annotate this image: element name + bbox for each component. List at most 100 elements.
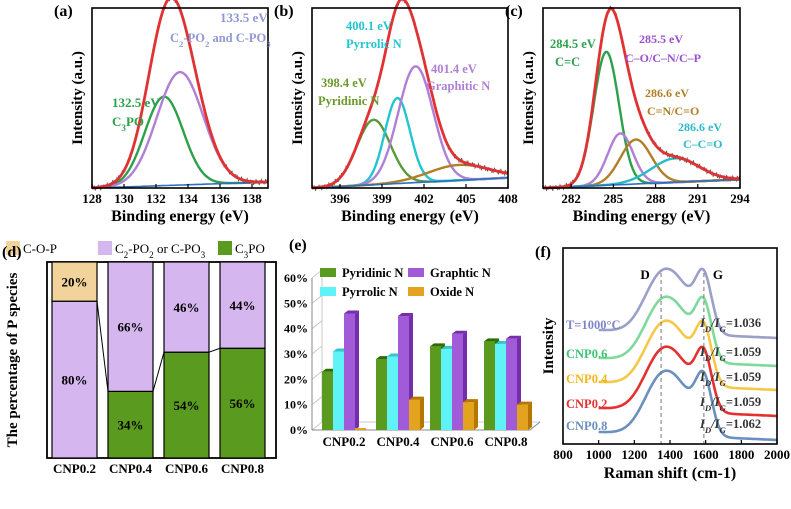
annotation-label: C–O/C–N/C–P — [625, 51, 701, 65]
bar-data-label: 20% — [62, 275, 88, 290]
bar-segment — [107, 390, 154, 459]
annotation-label: 284.5 eV — [550, 37, 596, 51]
annotation-label: 286.6 eV — [678, 120, 722, 134]
legend-label: C3PO — [235, 241, 265, 260]
peak-c3po — [92, 95, 269, 190]
x-tick-label: 291 — [688, 191, 708, 206]
background-line — [542, 178, 741, 189]
bar-top — [517, 401, 532, 405]
bar — [376, 359, 387, 430]
bar — [355, 428, 366, 430]
annotation-label: 285.5 eV — [639, 32, 683, 46]
x-tick-label: 1400 — [657, 447, 683, 462]
x-tick-label: CNP0.2 — [323, 434, 366, 449]
series-label: CNP0.4 — [566, 372, 608, 386]
connector-line — [152, 352, 165, 392]
y-tick-label: 60% — [284, 271, 308, 285]
bar-data-label: 46% — [174, 300, 200, 315]
legend-swatch — [408, 287, 424, 296]
bar-data-label: 54% — [174, 398, 200, 413]
bar — [430, 346, 441, 430]
bar — [495, 343, 506, 430]
x-tick-label: 288 — [646, 191, 666, 206]
annotation-label: C2-PO2 and C-PO3 — [170, 31, 271, 49]
y-tick-label: 0% — [290, 423, 308, 437]
annotation-label: 132.5 eV — [112, 95, 160, 110]
bar-top — [398, 313, 413, 316]
bar-data-label: 66% — [118, 320, 144, 335]
grid-diagonal — [311, 320, 323, 329]
annotation-label: 401.4 eV — [431, 62, 477, 76]
annotation-label: 133.5 eV — [220, 10, 268, 25]
bar — [409, 399, 420, 430]
grid-diagonal — [311, 421, 323, 431]
raman-curve — [598, 345, 778, 418]
x-tick-label: CNP0.4 — [109, 461, 152, 476]
xps-panel-b: 396 399 402 405 408 Binding energy (eV) Intens… — [274, 0, 518, 225]
panel-tag: (a) — [54, 3, 73, 20]
grid-diagonal — [311, 396, 323, 405]
y-axis-label: Intensity (a.u.) — [290, 51, 306, 145]
band-label: D — [640, 267, 649, 282]
x-tick-label: CNP0.8 — [221, 461, 264, 476]
x-tick-label: 128 — [82, 191, 102, 206]
grid-diagonal — [311, 295, 323, 304]
bar-top — [344, 310, 359, 314]
x-tick-label: 136 — [210, 191, 230, 206]
panel-tag: (b) — [274, 3, 294, 20]
x-axis-label: Binding energy (eV) — [573, 208, 711, 225]
series-label: CNP0.2 — [566, 397, 607, 411]
annotation-label: C3PO — [112, 114, 144, 133]
bar-segment — [219, 347, 266, 459]
x-tick-label: 2000 — [764, 447, 790, 462]
legend-label: Oxide N — [430, 285, 474, 299]
bar-data-label: 80% — [62, 373, 88, 388]
bar-segment — [163, 261, 210, 353]
x-axis-label: Raman shift (cm-1) — [604, 465, 736, 482]
bar-side — [474, 399, 478, 430]
y-tick-label: 50% — [284, 296, 308, 310]
bar-side — [420, 396, 424, 430]
ratio-label: ID/IG=1.059 — [699, 370, 761, 388]
x-tick-label: 408 — [498, 191, 518, 206]
series-label: T=1000°C — [566, 318, 621, 332]
y-tick-label: 20% — [284, 372, 308, 386]
bar-top — [484, 338, 499, 342]
bar — [344, 313, 355, 430]
x-tick-label: 134 — [178, 191, 198, 206]
peak-c2-po2-and-c-po3 — [92, 70, 269, 190]
x-tick-label: 402 — [414, 191, 434, 206]
x-tick-label: 1800 — [728, 447, 754, 462]
annotation-label: Graphitic N — [426, 79, 490, 93]
raman-curve — [598, 295, 778, 368]
ratio-label: ID/IG=1.036 — [699, 316, 761, 334]
x-tick-label: 130 — [114, 191, 134, 206]
bar — [463, 402, 474, 430]
bar-top — [506, 335, 521, 339]
legend-label: C2-PO2 or C-PO3 — [115, 241, 206, 260]
x-tick-label: CNP0.6 — [431, 434, 474, 449]
x-tick-label: 1600 — [693, 447, 719, 462]
plot-frame — [542, 7, 741, 189]
raman-curve — [598, 369, 778, 442]
bar — [398, 316, 409, 430]
legend-label: Pyrrolic N — [342, 285, 398, 299]
panel-tag: (f) — [535, 244, 551, 261]
x-tick-label: 1200 — [621, 447, 647, 462]
grid-diagonal — [311, 371, 323, 380]
bar-data-label: 34% — [118, 418, 144, 433]
y-axis-label: Intensity (a.u.) — [521, 51, 537, 145]
x-tick-label: 399 — [372, 191, 392, 206]
annotation-label: C–C=O — [683, 137, 723, 151]
raman-curve — [598, 267, 778, 340]
legend-label: C-O-P — [23, 241, 57, 256]
legend-swatch — [320, 268, 336, 277]
band-label: G — [713, 267, 723, 282]
x-tick-label: 1000 — [586, 447, 612, 462]
x-tick-label: CNP0.2 — [53, 461, 96, 476]
x-tick-label: 800 — [553, 447, 573, 462]
y-axis-label: Intensity (a.u.) — [70, 51, 86, 145]
connector-line — [208, 347, 221, 353]
plot-frame — [91, 7, 269, 189]
x-tick-label: 294 — [730, 191, 750, 206]
